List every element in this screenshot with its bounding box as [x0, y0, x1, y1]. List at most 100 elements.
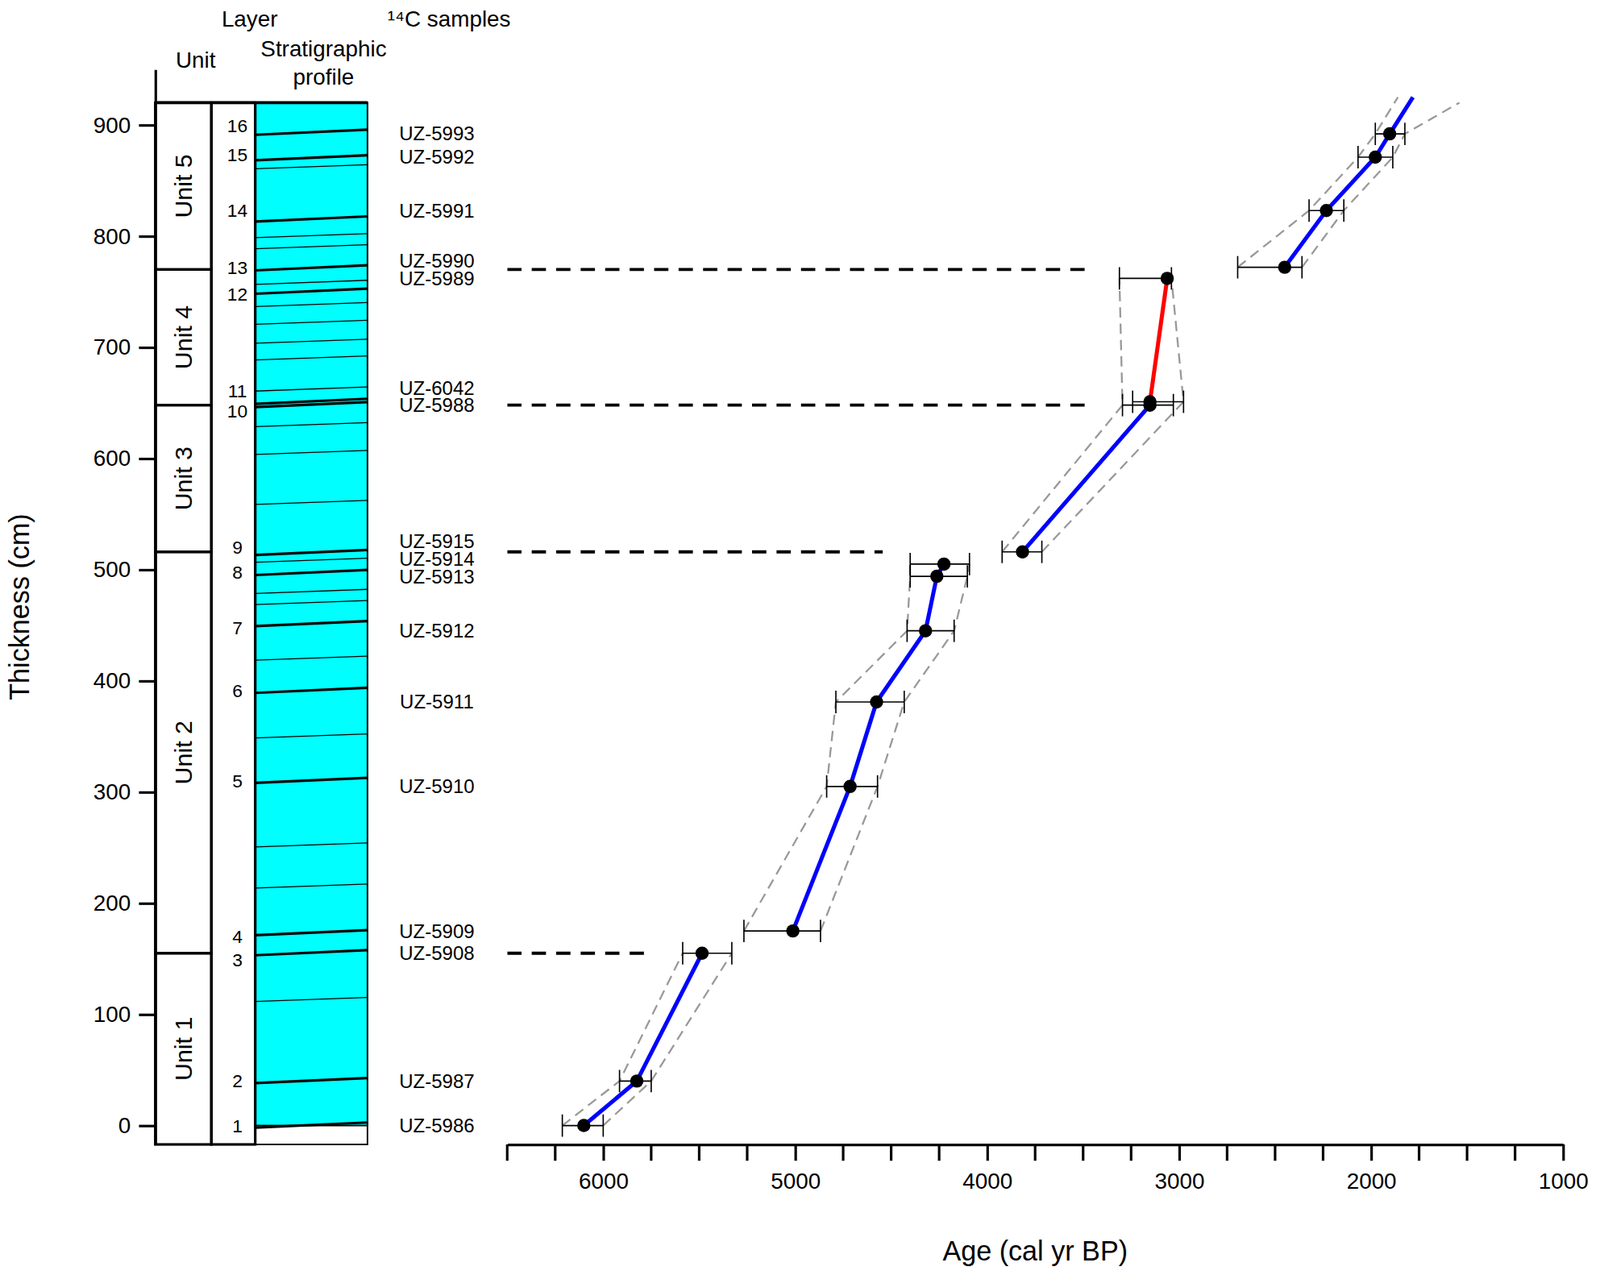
tick-label: 900 — [93, 112, 131, 138]
minor-layer-line — [255, 245, 368, 250]
tick-mark — [1178, 1144, 1181, 1161]
minor-layer-line — [255, 656, 368, 661]
tick: 0 — [118, 1113, 156, 1139]
error-bar-cap — [819, 919, 822, 943]
sample-label: UZ-5912 — [398, 619, 474, 642]
x-axis-title: Age (cal yr BP) — [942, 1235, 1128, 1267]
tick-mark — [138, 124, 155, 127]
tick-label: 6000 — [578, 1168, 629, 1194]
minor-layer-line — [255, 450, 368, 455]
layer-label: 3 — [232, 949, 243, 971]
minor-layer-line — [255, 997, 368, 1002]
tick-label: 2000 — [1346, 1168, 1397, 1194]
unit-box — [155, 405, 212, 553]
boundary-line — [507, 951, 652, 956]
error-bar-cap — [681, 942, 684, 965]
tick-mark — [138, 1014, 155, 1017]
error-bar-cap — [602, 1114, 605, 1138]
error-bar-line — [1237, 266, 1302, 269]
tick-label: 200 — [93, 890, 131, 916]
column-header: Unit — [175, 47, 217, 73]
layer-boundary — [255, 930, 368, 936]
error-bar-cap — [1172, 394, 1175, 417]
error-bar-cap — [1001, 540, 1003, 564]
layer-label: 1 — [232, 1115, 243, 1137]
error-bar — [619, 1069, 652, 1093]
layer-boundary — [255, 216, 368, 221]
unit-label: Unit 5 — [170, 153, 197, 218]
tick-mark — [138, 457, 155, 461]
minor-layer-line — [255, 734, 368, 739]
sample-point — [577, 1118, 591, 1132]
error-bar — [827, 775, 878, 798]
tick: 6000 — [578, 1144, 629, 1194]
error-bar-cap — [1357, 145, 1359, 169]
error-bar-cap — [906, 619, 909, 643]
layer-label: 4 — [232, 926, 243, 948]
tick: 900 — [93, 112, 156, 138]
error-bar-line — [1132, 401, 1184, 404]
error-bar — [1001, 540, 1042, 564]
minor-layer-line — [255, 558, 368, 563]
error-bar-cap — [903, 690, 906, 714]
minor-tick-mark — [1034, 1144, 1037, 1161]
minor-tick-mark — [1513, 1144, 1517, 1161]
sample-label: UZ-5991 — [398, 199, 474, 222]
sample-point — [1142, 394, 1156, 408]
tick-label: 300 — [93, 779, 131, 805]
error-bar-cap — [731, 942, 733, 965]
minor-tick-mark — [1466, 1144, 1469, 1161]
sample-label: UZ-5915 — [398, 530, 474, 553]
plot-area — [507, 97, 1459, 1138]
sample-label: UZ-5990 — [398, 249, 474, 272]
unit-box — [155, 953, 212, 1145]
error-bar — [1375, 122, 1405, 146]
layer-label: 2 — [232, 1070, 243, 1092]
error-bar-cap — [953, 619, 956, 643]
minor-tick-mark — [698, 1144, 701, 1161]
error-bar-cap — [968, 552, 971, 576]
minor-layer-line — [255, 884, 368, 889]
layer-boundary — [255, 1122, 368, 1128]
minor-tick-mark — [1225, 1144, 1229, 1161]
sample-point — [918, 623, 932, 637]
sample-label: UZ-5986 — [398, 1114, 474, 1137]
boundary-line — [507, 403, 1095, 408]
chart-container: Unit 1Unit 2Unit 3Unit 4Unit 51234567891… — [0, 0, 1600, 1275]
profile-fill — [255, 102, 368, 1126]
tick: 300 — [93, 779, 156, 805]
sample-point — [869, 695, 883, 709]
error-bar-cap — [1300, 256, 1303, 279]
layer-label: 12 — [227, 283, 248, 305]
layer-label: 14 — [227, 199, 248, 221]
tick-mark — [138, 680, 155, 683]
layer-label: 16 — [227, 115, 248, 137]
unit-label: Unit 4 — [170, 305, 197, 370]
column-header: Layer — [221, 6, 279, 32]
sample-point — [1383, 127, 1397, 141]
error-bar-cap — [1374, 122, 1376, 146]
sample-point — [695, 947, 709, 960]
error-bar-cap — [1342, 199, 1345, 222]
tick-label: 700 — [93, 334, 131, 360]
tick: 3000 — [1155, 1144, 1206, 1194]
error-bar-cap — [1131, 390, 1134, 414]
column-top-line — [155, 101, 368, 105]
axis-line — [154, 70, 158, 1146]
error-bar-cap — [1041, 540, 1044, 564]
error-bar — [682, 942, 732, 965]
error-bar-cap — [1237, 256, 1239, 279]
layer-label: 11 — [228, 380, 248, 402]
minor-tick-mark — [1273, 1144, 1276, 1161]
error-bar — [1132, 390, 1184, 414]
error-bar — [835, 690, 905, 714]
sample-point — [843, 780, 857, 794]
header-line: profile — [293, 64, 355, 90]
minor-tick-mark — [938, 1144, 941, 1161]
tick: 4000 — [962, 1144, 1013, 1194]
sample-point — [930, 569, 944, 583]
model-line — [583, 97, 1413, 1127]
error-bar-cap — [966, 565, 969, 588]
tick-mark — [1370, 1144, 1373, 1161]
minor-layer-line — [255, 589, 368, 594]
